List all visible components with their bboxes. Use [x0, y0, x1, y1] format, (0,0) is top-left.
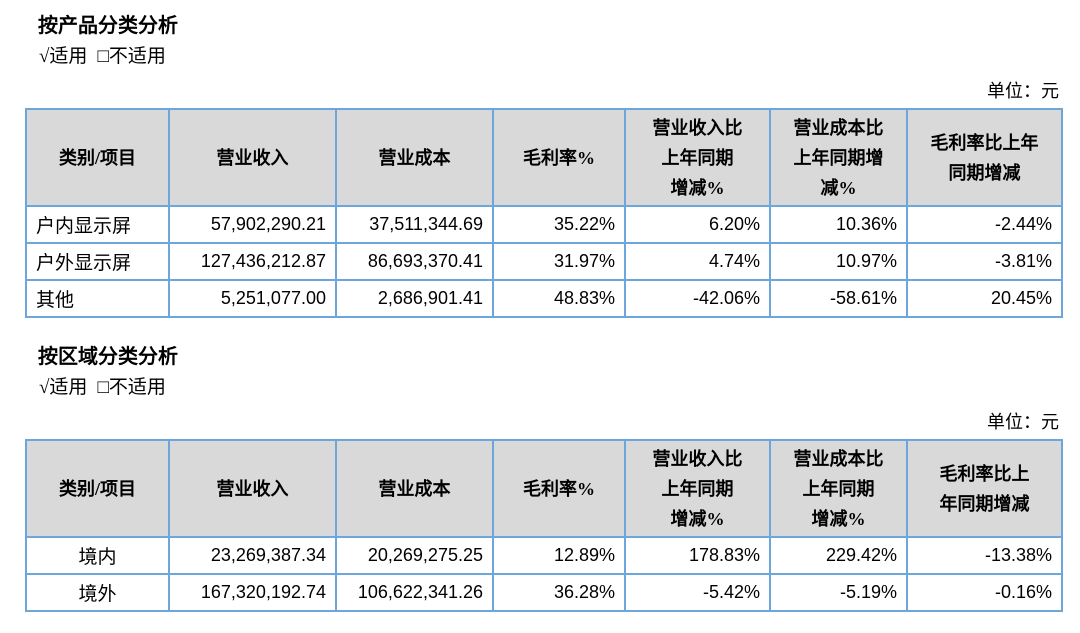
revenue-value: 127,436,212.87: [168, 242, 337, 281]
cost-value: 2,686,901.41: [335, 279, 494, 318]
row-label: 境外: [25, 573, 170, 612]
section-by-region: 按区域分类分析 √适用 □不适用 单位：元 类别/项目 营业收入 营业成本 毛利率…: [25, 344, 1063, 612]
product-category-table: 类别/项目 营业收入 营业成本 毛利率% 营业收入比 上年同期 增减% 营业成本…: [25, 108, 1063, 318]
table-header-row: 类别/项目 营业收入 营业成本 毛利率% 营业收入比 上年同期 增减% 营业成本…: [25, 108, 1063, 207]
col-header-gross-margin: 毛利率%: [492, 108, 626, 207]
revenue-value: 167,320,192.74: [168, 573, 337, 612]
section-title-region: 按区域分类分析: [38, 346, 178, 368]
revenue-value: 23,269,387.34: [168, 536, 337, 575]
col-header-margin-yoy: 毛利率比上 年同期增减: [906, 439, 1063, 538]
revenue-yoy-value: 178.83%: [624, 536, 771, 575]
col-header-revenue: 营业收入: [168, 439, 337, 538]
cost-yoy-value: -58.61%: [769, 279, 908, 318]
table-header-row: 类别/项目 营业收入 营业成本 毛利率% 营业收入比 上年同期 增减% 营业成本…: [25, 439, 1063, 538]
cost-value: 20,269,275.25: [335, 536, 494, 575]
cost-value: 86,693,370.41: [335, 242, 494, 281]
gross-margin-value: 12.89%: [492, 536, 626, 575]
table-row-indoor-display: 户内显示屏 57,902,290.21 37,511,344.69 35.22%…: [25, 205, 1063, 244]
margin-yoy-value: -0.16%: [906, 573, 1063, 612]
cost-yoy-value: 10.36%: [769, 205, 908, 244]
cost-value: 37,511,344.69: [335, 205, 494, 244]
col-header-category: 类别/项目: [25, 108, 170, 207]
margin-yoy-value: 20.45%: [906, 279, 1063, 318]
col-header-revenue-yoy: 营业收入比 上年同期 增减%: [624, 439, 771, 538]
margin-yoy-value: -13.38%: [906, 536, 1063, 575]
applicable-check-option: √适用: [39, 46, 88, 67]
table-row-domestic: 境内 23,269,387.34 20,269,275.25 12.89% 17…: [25, 536, 1063, 575]
applicability-line: √适用 □不适用: [39, 43, 1061, 70]
applicable-check-option: √适用: [39, 377, 88, 398]
col-header-revenue-yoy: 营业收入比 上年同期 增减%: [624, 108, 771, 207]
unit-label: 单位：元: [987, 412, 1059, 432]
revenue-yoy-value: 6.20%: [624, 205, 771, 244]
col-header-margin-yoy: 毛利率比上年 同期增减: [906, 108, 1063, 207]
cost-yoy-value: 10.97%: [769, 242, 908, 281]
revenue-yoy-value: -5.42%: [624, 573, 771, 612]
gross-margin-value: 31.97%: [492, 242, 626, 281]
col-header-cost-yoy: 营业成本比 上年同期 增减%: [769, 439, 908, 538]
section-title-product: 按产品分类分析: [38, 15, 178, 37]
cost-yoy-value: 229.42%: [769, 536, 908, 575]
not-applicable-checkbox-option: □不适用: [97, 46, 166, 67]
row-label: 其他: [25, 279, 170, 318]
col-header-gross-margin: 毛利率%: [492, 439, 626, 538]
applicability-line: √适用 □不适用: [39, 374, 1061, 401]
report-page: 按产品分类分析 √适用 □不适用 单位：元 类别/项目 营业收入 营业成本 毛利率…: [25, 13, 1063, 612]
margin-yoy-value: -3.81%: [906, 242, 1063, 281]
col-header-revenue: 营业收入: [168, 108, 337, 207]
gross-margin-value: 36.28%: [492, 573, 626, 612]
row-label: 户外显示屏: [25, 242, 170, 281]
region-category-table: 类别/项目 营业收入 营业成本 毛利率% 营业收入比 上年同期 增减% 营业成本…: [25, 439, 1063, 612]
table-row-outdoor-display: 户外显示屏 127,436,212.87 86,693,370.41 31.97…: [25, 242, 1063, 281]
revenue-yoy-value: -42.06%: [624, 279, 771, 318]
unit-label: 单位：元: [987, 81, 1059, 101]
revenue-yoy-value: 4.74%: [624, 242, 771, 281]
col-header-cost: 营业成本: [335, 108, 494, 207]
not-applicable-checkbox-option: □不适用: [97, 377, 166, 398]
row-label: 户内显示屏: [25, 205, 170, 244]
gross-margin-value: 48.83%: [492, 279, 626, 318]
revenue-value: 57,902,290.21: [168, 205, 337, 244]
cost-value: 106,622,341.26: [335, 573, 494, 612]
col-header-cost: 营业成本: [335, 439, 494, 538]
revenue-value: 5,251,077.00: [168, 279, 337, 318]
table-row-other: 其他 5,251,077.00 2,686,901.41 48.83% -42.…: [25, 279, 1063, 318]
table-row-overseas: 境外 167,320,192.74 106,622,341.26 36.28% …: [25, 573, 1063, 612]
margin-yoy-value: -2.44%: [906, 205, 1063, 244]
cost-yoy-value: -5.19%: [769, 573, 908, 612]
gross-margin-value: 35.22%: [492, 205, 626, 244]
row-label: 境内: [25, 536, 170, 575]
section-by-product: 按产品分类分析 √适用 □不适用 单位：元 类别/项目 营业收入 营业成本 毛利率…: [25, 13, 1063, 318]
col-header-category: 类别/项目: [25, 439, 170, 538]
col-header-cost-yoy: 营业成本比 上年同期增 减%: [769, 108, 908, 207]
